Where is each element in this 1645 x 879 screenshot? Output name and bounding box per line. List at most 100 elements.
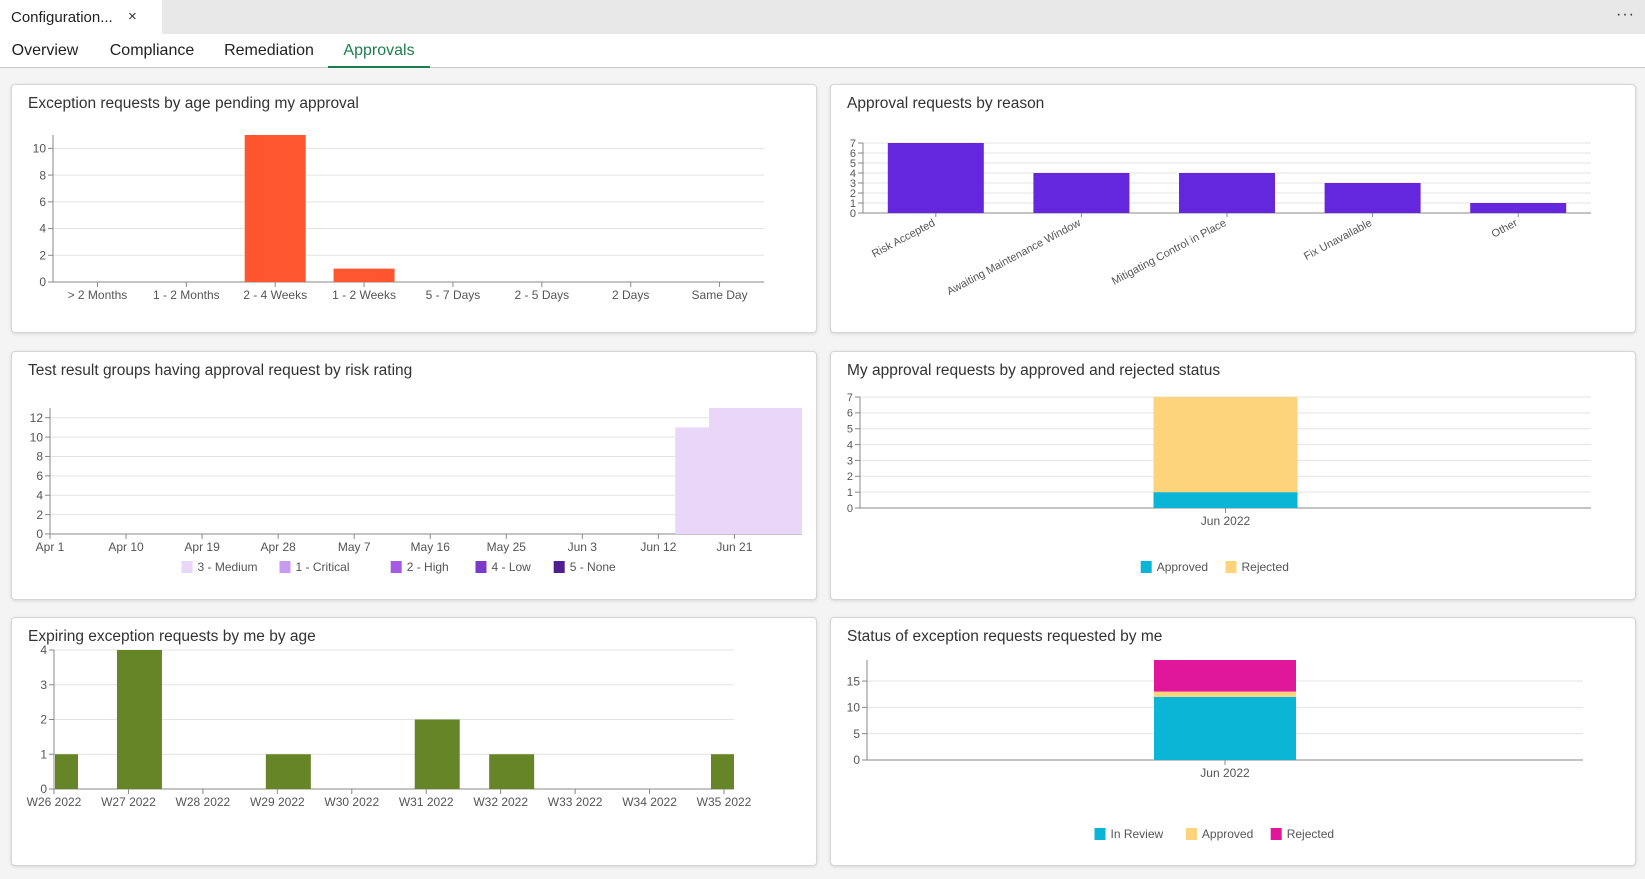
legend-swatch bbox=[475, 561, 487, 573]
bar bbox=[711, 754, 734, 789]
x-tick-label: W31 2022 bbox=[399, 795, 454, 809]
legend-label: Rejected bbox=[1242, 560, 1289, 574]
tab-compliance[interactable]: Compliance bbox=[109, 42, 195, 59]
window-tabbar: Configuration... × ··· bbox=[0, 0, 1645, 34]
area-series bbox=[675, 408, 802, 534]
tab-approvals[interactable]: Approvals bbox=[328, 34, 430, 68]
legend-label: 4 - Low bbox=[492, 560, 532, 574]
x-tick-label: Other bbox=[1490, 217, 1520, 241]
y-tick-label: 12 bbox=[30, 411, 44, 425]
x-tick-label: W34 2022 bbox=[622, 795, 677, 809]
y-tick-label: 1 bbox=[847, 487, 853, 499]
card-approval-requests-by-reason: Approval requests by reason 0 1 2 3 4 5 6 7 Risk… bbox=[830, 84, 1636, 333]
x-tick-label: W29 2022 bbox=[250, 795, 305, 809]
tab-remediation[interactable]: Remediation bbox=[224, 42, 314, 59]
bar-segment bbox=[1154, 660, 1296, 692]
card-status-of-exception-requests: Status of exception requests requested b… bbox=[830, 617, 1636, 866]
x-tick-label: Fix Unavailable bbox=[1302, 217, 1374, 263]
bar bbox=[1179, 173, 1275, 213]
bar-segment bbox=[1154, 691, 1296, 697]
x-tick-label: Apr 1 bbox=[36, 540, 65, 554]
y-tick-label: 0 bbox=[853, 753, 860, 767]
y-tick-label: 4 bbox=[40, 643, 47, 657]
legend-swatch bbox=[1225, 561, 1237, 573]
y-tick-label: 4 bbox=[850, 168, 856, 180]
y-tick-label: 6 bbox=[850, 148, 856, 160]
x-tick-label: Jun 2022 bbox=[1201, 514, 1251, 528]
y-tick-label: 0 bbox=[40, 782, 47, 796]
y-tick-label: 1 bbox=[850, 198, 856, 210]
x-tick-label: W26 2022 bbox=[27, 795, 82, 809]
bar-segment bbox=[1153, 492, 1298, 508]
y-tick-label: 0 bbox=[850, 208, 856, 220]
risk-rating-area-chart: 0 2 4 6 8 10 12 Apr 1 Apr 10 Apr 19 Apr 28 May 7 May… bbox=[30, 408, 802, 574]
y-tick-label: 5 bbox=[853, 727, 860, 741]
card-title: Test result groups having approval reque… bbox=[28, 362, 413, 379]
x-tick-label: 2 Days bbox=[612, 288, 649, 302]
y-tick-label: 6 bbox=[36, 469, 43, 483]
x-tick-label: 5 - 7 Days bbox=[426, 288, 481, 302]
y-tick-label: 10 bbox=[847, 701, 861, 715]
bar bbox=[887, 143, 984, 213]
y-tick-label: 2 bbox=[40, 713, 47, 727]
x-tick-label: May 16 bbox=[411, 540, 451, 554]
legend-label: 3 - Medium bbox=[198, 560, 258, 574]
legend-label: Approved bbox=[1157, 560, 1208, 574]
card-my-approval-requests-status: My approval requests by approved and rej… bbox=[830, 351, 1636, 600]
y-tick-label: 1 bbox=[40, 747, 47, 761]
y-tick-label: 10 bbox=[30, 430, 44, 444]
card-title: My approval requests by approved and rej… bbox=[847, 362, 1221, 379]
y-tick-label: 4 bbox=[39, 222, 46, 236]
y-tick-label: 2 bbox=[850, 188, 856, 200]
close-tab-icon[interactable]: × bbox=[128, 8, 137, 25]
x-tick-label: Risk Accepted bbox=[870, 217, 937, 260]
x-tick-label: Jun 12 bbox=[640, 540, 676, 554]
x-tick-label: Same Day bbox=[692, 288, 748, 302]
bar bbox=[244, 135, 306, 282]
x-tick-label: 2 - 4 Weeks bbox=[243, 288, 307, 302]
legend-swatch bbox=[390, 561, 402, 573]
card-expiring-exception-requests: Expiring exception requests by me by age… bbox=[11, 617, 817, 866]
x-tick-label: Apr 10 bbox=[108, 540, 144, 554]
y-tick-label: 4 bbox=[847, 439, 853, 451]
document-tab-title: Configuration... bbox=[11, 8, 113, 26]
bar-segment bbox=[1154, 696, 1296, 760]
page-tabs: Overview Compliance Remediation Approval… bbox=[0, 34, 1645, 68]
y-tick-label: 2 bbox=[847, 471, 853, 483]
more-options-icon[interactable]: ··· bbox=[1616, 6, 1635, 23]
approval-status-chart: 0 1 2 3 4 5 6 7 Jun 2022 Approved Rejected bbox=[847, 392, 1591, 574]
tab-overview[interactable]: Overview bbox=[11, 42, 79, 59]
bar bbox=[414, 719, 460, 789]
bar bbox=[489, 754, 535, 789]
card-title: Expiring exception requests by me by age bbox=[28, 628, 316, 645]
legend-label: Rejected bbox=[1287, 827, 1334, 841]
card-title: Exception requests by age pending my app… bbox=[28, 95, 359, 112]
bar bbox=[55, 754, 78, 789]
y-tick-label: 0 bbox=[39, 275, 46, 289]
legend-label: In Review bbox=[1111, 827, 1164, 841]
card-title: Approval requests by reason bbox=[847, 95, 1045, 112]
x-tick-label: W27 2022 bbox=[101, 795, 156, 809]
bar bbox=[333, 268, 395, 282]
x-tick-label: Jun 3 bbox=[568, 540, 598, 554]
card-title: Status of exception requests requested b… bbox=[847, 628, 1163, 645]
x-tick-label: W32 2022 bbox=[473, 795, 528, 809]
bar-segment bbox=[1153, 397, 1298, 493]
y-tick-label: 3 bbox=[847, 455, 853, 467]
x-tick-label: W30 2022 bbox=[324, 795, 379, 809]
y-tick-label: 3 bbox=[40, 678, 47, 692]
legend-swatch bbox=[553, 561, 565, 573]
y-tick-label: 4 bbox=[36, 488, 43, 502]
document-tab[interactable]: Configuration... × bbox=[0, 0, 162, 34]
x-tick-label: Apr 28 bbox=[260, 540, 296, 554]
x-tick-label: Jun 2022 bbox=[1200, 766, 1250, 780]
y-tick-label: 0 bbox=[847, 503, 853, 515]
legend-label: 5 - None bbox=[570, 560, 616, 574]
x-tick-label: Apr 19 bbox=[184, 540, 220, 554]
bar bbox=[265, 754, 311, 789]
legend-swatch bbox=[1270, 828, 1282, 840]
y-tick-label: 7 bbox=[847, 392, 853, 404]
y-tick-label: 6 bbox=[39, 195, 46, 209]
x-tick-label: Awaiting Maintenance Window bbox=[945, 217, 1083, 298]
